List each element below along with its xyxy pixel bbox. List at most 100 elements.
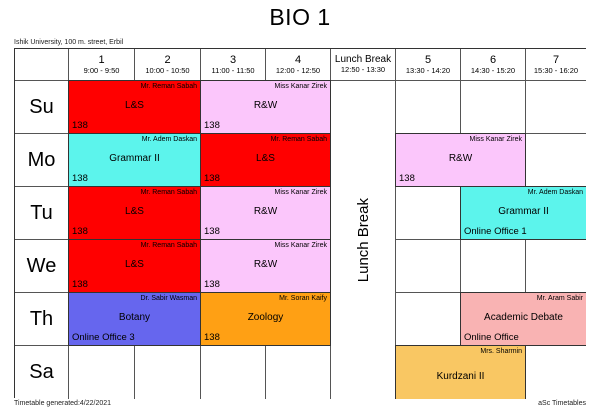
header-corner-cell (15, 49, 69, 81)
day-label-su: Su (15, 81, 69, 134)
lesson-teacher: Mr. Reman Sabah (140, 83, 197, 90)
lesson-room: 138 (72, 278, 88, 290)
period-time: 15:30 - 16:20 (533, 65, 579, 75)
lesson-we-p1: Mr. Reman Sabah L&S 138 (68, 239, 201, 293)
lesson-room: 138 (204, 278, 220, 290)
day-label-we: We (15, 240, 69, 293)
header-cell-period-4: 4 12:00 - 12:50 (266, 49, 331, 81)
lesson-subject: R&W (253, 205, 278, 217)
lesson-room: 138 (204, 225, 220, 237)
lesson-room: 138 (72, 225, 88, 237)
lesson-subject: Academic Debate (484, 311, 563, 323)
empty-cell-we-p7 (526, 240, 586, 293)
lesson-room: 138 (399, 172, 415, 184)
day-label-tu: Tu (15, 187, 69, 240)
lesson-teacher: Mr. Soran Kaify (279, 295, 327, 302)
empty-cell-mo-p7 (526, 134, 586, 187)
period-number: 5 (424, 53, 432, 66)
period-number: 3 (229, 53, 237, 66)
lesson-subject: Grammar II (498, 205, 549, 217)
period-time: 9:00 - 9:50 (83, 65, 120, 75)
lesson-subject: R&W (448, 152, 473, 164)
timetable-grid: 1 9:00 - 9:50 2 10:00 - 10:50 3 11:00 - 11:50… (14, 48, 586, 399)
lesson-teacher: Mr. Reman Sabah (270, 136, 327, 143)
lesson-room: 138 (204, 172, 220, 184)
footer-brand: aSc Timetables (538, 400, 586, 407)
lesson-subject: L&S (125, 205, 144, 217)
empty-cell-sa-p3 (201, 346, 266, 399)
header-cell-period-3: 3 11:00 - 11:50 (201, 49, 266, 81)
empty-cell-we-p5 (396, 240, 461, 293)
day-label-mo: Mo (15, 134, 69, 187)
lesson-subject: Grammar II (109, 152, 160, 164)
empty-cell-we-p6 (461, 240, 526, 293)
lunch-break-vertical-label: Lunch Break (354, 197, 372, 283)
lesson-room: 138 (204, 119, 220, 131)
lesson-subject: L&S (125, 99, 144, 111)
day-label-sa: Sa (15, 346, 69, 399)
lesson-tu-p1: Mr. Reman Sabah L&S 138 (68, 186, 201, 240)
lesson-mo-p3: Mr. Reman Sabah L&S 138 (200, 133, 331, 187)
period-number: 2 (164, 53, 171, 66)
period-time: 14:30 - 15:20 (470, 65, 516, 75)
lesson-th-p6: Mr. Aram Sabir Academic Debate Online Offi… (460, 292, 586, 346)
lesson-subject: L&S (125, 258, 144, 270)
lesson-teacher: Mr. Aram Sabir (536, 295, 583, 302)
period-time: 13:30 - 14:20 (405, 65, 451, 75)
lesson-teacher: Mr. Adem Daskan (141, 136, 197, 143)
lesson-room: 138 (72, 172, 88, 184)
lesson-mo-p1: Mr. Adem Daskan Grammar II 138 (68, 133, 201, 187)
period-number: 7 (552, 53, 560, 66)
period-number: 4 (294, 53, 302, 66)
lesson-teacher: Mr. Reman Sabah (140, 242, 197, 249)
period-number: 1 (98, 53, 105, 66)
lesson-subject: R&W (253, 99, 278, 111)
header-cell-lunch-break: Lunch Break 12:50 - 13:30 (331, 49, 396, 81)
lesson-room: 138 (72, 119, 88, 131)
lesson-tu-p3: Miss Kanar Zirek R&W 138 (200, 186, 331, 240)
lesson-sa-p5: Mrs. Sharmin Kurdzani II (395, 345, 526, 399)
empty-cell-sa-p1 (69, 346, 135, 399)
lesson-teacher: Mrs. Sharmin (480, 348, 522, 355)
page-title: BIO 1 (269, 4, 331, 30)
lesson-teacher: Miss Kanar Zirek (274, 189, 327, 196)
empty-cell-su-p6 (461, 81, 526, 134)
lesson-mo-p5: Miss Kanar Zirek R&W 138 (395, 133, 526, 187)
footer-generated-date: Timetable generated:4/22/2021 (14, 400, 112, 407)
lesson-room: Online Office (464, 331, 519, 343)
lesson-tu-p6: Mr. Adem Daskan Grammar II Online Office 1 (460, 186, 586, 240)
lesson-room: 138 (204, 331, 220, 343)
lesson-subject: Kurdzani II (436, 371, 485, 383)
empty-cell-sa-p4 (266, 346, 331, 399)
lesson-teacher: Miss Kanar Zirek (469, 136, 522, 143)
day-label-th: Th (15, 293, 69, 346)
header-cell-period-1: 1 9:00 - 9:50 (69, 49, 135, 81)
lesson-subject: Zoology (247, 311, 284, 323)
lesson-subject: Botany (118, 311, 151, 323)
lesson-subject: L&S (256, 152, 275, 164)
empty-cell-su-p7 (526, 81, 586, 134)
school-address: Ishik University, 100 m. street, Erbil (14, 39, 124, 46)
header-cell-period-5: 5 13:30 - 14:20 (396, 49, 461, 81)
lesson-we-p3: Miss Kanar Zirek R&W 138 (200, 239, 331, 293)
period-time: 10:00 - 10:50 (145, 65, 190, 75)
period-number: 6 (489, 53, 497, 66)
lesson-th-p3: Mr. Soran Kaify Zoology 138 (200, 292, 331, 346)
lesson-teacher: Mr. Adem Daskan (527, 189, 583, 196)
lesson-teacher: Mr. Reman Sabah (140, 189, 197, 196)
period-time: 11:00 - 11:50 (211, 65, 255, 75)
lunch-break-column: Lunch Break (331, 81, 396, 399)
header-cell-period-7: 7 15:30 - 16:20 (526, 49, 586, 81)
empty-cell-sa-p2 (135, 346, 201, 399)
empty-cell-th-p5 (396, 293, 461, 346)
lesson-su-p3: Miss Kanar Zirek R&W 138 (200, 80, 331, 134)
period-time: 12:00 - 12:50 (275, 65, 321, 75)
lesson-th-p1: Dr. Sabir Wasman Botany Online Office 3 (68, 292, 201, 346)
lesson-teacher: Miss Kanar Zirek (274, 242, 327, 249)
header-cell-period-6: 6 14:30 - 15:20 (461, 49, 526, 81)
header-cell-period-2: 2 10:00 - 10:50 (135, 49, 201, 81)
empty-cell-sa-p7 (526, 346, 586, 399)
lesson-subject: R&W (253, 258, 278, 270)
empty-cell-su-p5 (396, 81, 461, 134)
period-time: 12:50 - 13:30 (340, 65, 386, 75)
